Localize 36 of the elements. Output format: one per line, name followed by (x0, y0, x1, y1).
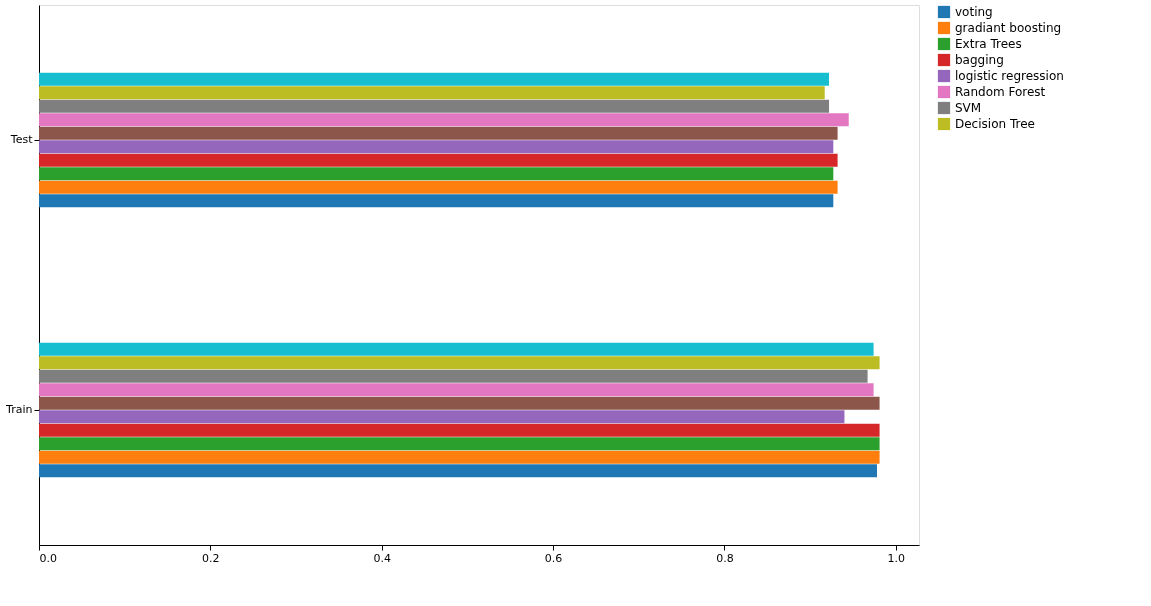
x-tick-label: 0.8 (716, 551, 734, 565)
y-tick-label: Test (9, 133, 34, 146)
bar (39, 383, 874, 397)
bar (39, 86, 825, 100)
bar (39, 450, 880, 464)
legend-label: SVM (955, 101, 982, 115)
bar (39, 180, 838, 194)
x-tick-label: 0.0 (39, 551, 57, 565)
bar (39, 140, 834, 154)
bar (39, 126, 838, 140)
legend-label: Extra Trees (955, 37, 1022, 51)
bar (39, 153, 838, 167)
bar (39, 99, 830, 113)
x-tick-label: 0.6 (544, 551, 563, 565)
bar (39, 167, 834, 181)
x-tick-label: 0.4 (373, 551, 391, 565)
bar (39, 437, 880, 451)
bar (39, 194, 834, 208)
bar (39, 464, 878, 478)
x-tick-label: 0.2 (202, 551, 220, 565)
bar (39, 369, 868, 383)
legend-label: Random Forest (955, 85, 1046, 99)
bar (39, 410, 845, 424)
x-tick-label: 1.0 (887, 551, 906, 565)
y-tick-label: Train (5, 403, 33, 416)
legend-label: Decision Tree (955, 117, 1035, 131)
bar (39, 72, 830, 86)
bar (39, 113, 849, 127)
legend-label: voting (955, 5, 993, 19)
legend-label: logistic regression (955, 69, 1064, 83)
bar (39, 423, 880, 437)
legend-label: gradiant boosting (955, 21, 1062, 35)
bar (39, 396, 880, 410)
legend-label: bagging (955, 53, 1004, 67)
bar (39, 342, 874, 356)
bar (39, 356, 880, 370)
